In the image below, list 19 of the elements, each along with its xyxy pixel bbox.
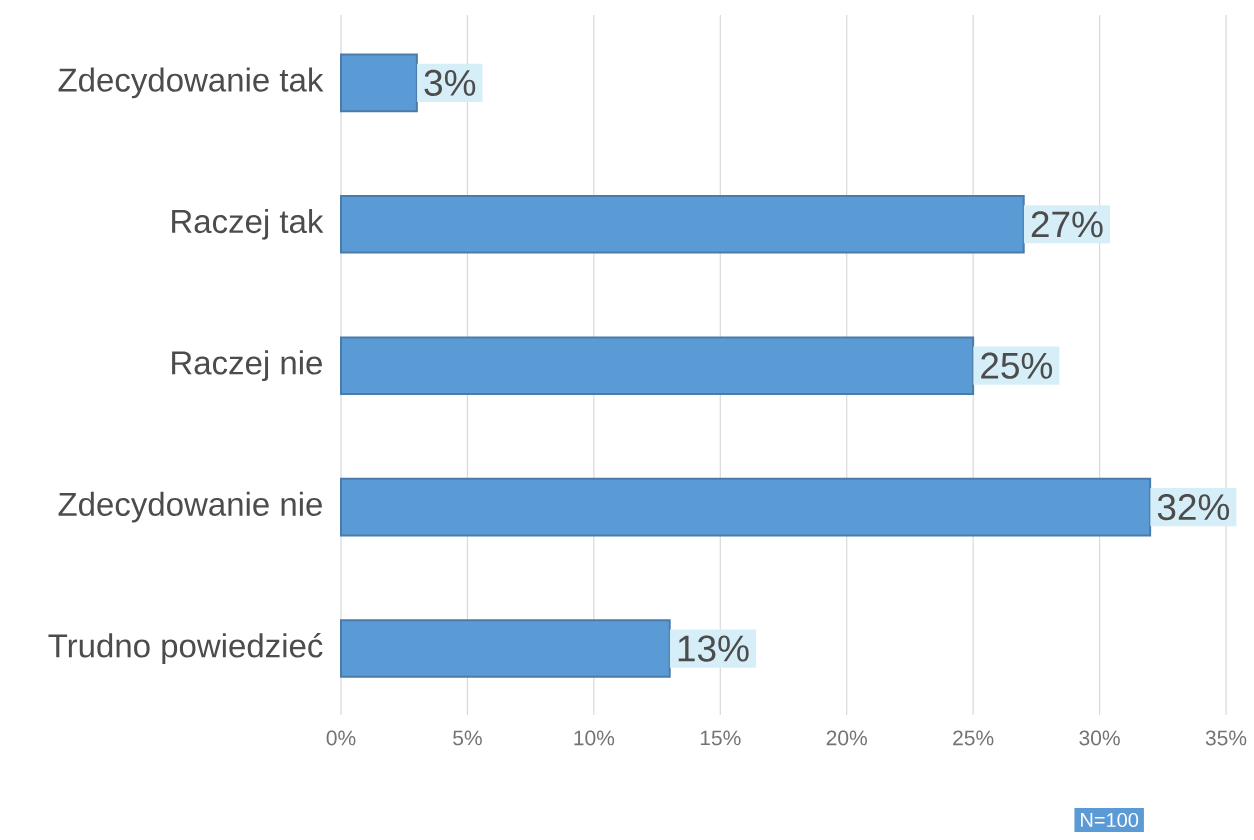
data-label: 32% bbox=[1157, 494, 1230, 521]
y-tick-label: Trudno powiedzieć bbox=[48, 632, 323, 665]
data-label: 25% bbox=[981, 352, 1053, 379]
x-tick-label: 10% bbox=[574, 730, 615, 746]
data-label: 3% bbox=[424, 69, 476, 96]
y-tick-label: Raczej tak bbox=[172, 208, 324, 240]
x-tick-label: 30% bbox=[1079, 730, 1120, 746]
x-tick-label: 20% bbox=[826, 730, 867, 746]
x-tick-label: 5% bbox=[453, 730, 482, 746]
y-tick-label: Zdecydowanie tak bbox=[58, 67, 324, 99]
x-tick-label: 25% bbox=[953, 730, 994, 746]
x-tick-label: 35% bbox=[1205, 730, 1247, 746]
x-tick-label: 15% bbox=[700, 730, 741, 746]
data-label: 13% bbox=[678, 635, 749, 662]
data-label: 27% bbox=[1031, 211, 1103, 238]
text: N=100 bbox=[1081, 812, 1139, 828]
y-tick-label: Zdecydowanie nie bbox=[58, 491, 322, 523]
y-tick-label: Raczej nie bbox=[172, 350, 322, 382]
x-tick-label: 0% bbox=[326, 730, 356, 746]
